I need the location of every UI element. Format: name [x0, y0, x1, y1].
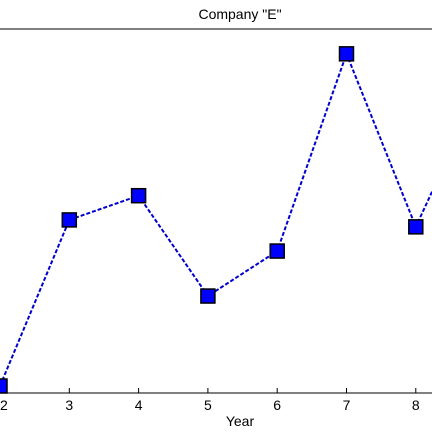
x-tick-labels: 2 3 4 5 6 7 8: [0, 397, 420, 413]
data-point-marker: [130, 187, 147, 204]
x-tick-label: 6: [273, 397, 281, 413]
x-tick-label: 8: [412, 397, 420, 413]
x-tick-label: 5: [204, 397, 212, 413]
chart-title: Company "E": [198, 6, 281, 22]
x-tick-label: 2: [0, 397, 8, 413]
plot-frame: [0, 28, 432, 394]
data-point-marker: [200, 288, 216, 304]
x-tick-label: 4: [135, 397, 143, 413]
data-point-marker: [0, 378, 8, 394]
data-point-marker: [61, 212, 78, 228]
x-tick-label: 7: [343, 397, 351, 413]
data-point-marker: [338, 46, 355, 62]
data-point-marker: [408, 219, 424, 235]
data-point-marker: [269, 243, 285, 259]
x-tick-label: 3: [65, 397, 73, 413]
x-ticks: [0, 388, 417, 393]
series-line: [0, 50, 432, 387]
x-axis-label: Year: [226, 413, 255, 429]
series-group: [0, 46, 432, 394]
series-markers: [0, 46, 424, 394]
